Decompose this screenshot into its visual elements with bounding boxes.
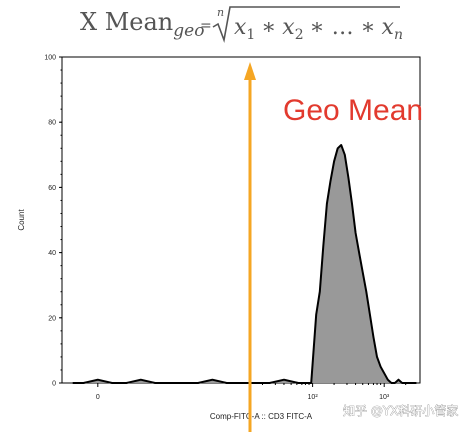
radical-sign [212,6,400,43]
term-x2: x [282,15,295,40]
term-x1: x [234,15,247,40]
geo-mean-formula: X Meangeo = n x1 ∗ x2 ∗ … ∗ xn [80,6,403,43]
op-times-ellipsis: ∗ … ∗ [310,15,376,40]
term-x2-sub: 2 [295,27,304,43]
x-axis-title: Comp-FITC-A :: CD3 FITC-A [210,412,313,421]
y-tick-label: 0 [52,381,56,388]
svg-text:X Meangeo: X Meangeo [80,8,204,41]
x-tick-label: 0 [96,394,100,401]
formula-product-terms: x1 ∗ x2 ∗ … ∗ xn [234,15,403,43]
y-tick-label: 100 [44,55,56,62]
geo-mean-label: Geo Mean [283,94,423,127]
formula-lhs: X Mean [80,8,173,36]
geo-mean-marker [244,62,256,432]
histogram-chart: 0 20 40 60 80 100 0 10² 10³ Count Comp-FITC-A :… [17,55,421,421]
histogram-area [72,145,417,383]
formula-equals: = [200,18,212,34]
geo-mean-arrow-head [244,62,256,80]
y-tick-label: 40 [48,250,56,257]
formula-lhs-subscript: geo [173,21,204,41]
x-tick-label: 10³ [379,394,390,401]
term-xn-sub: n [394,27,403,43]
term-x1-sub: 1 [246,27,255,43]
term-xn: x [382,15,395,40]
x-axis-ticks: 0 10² 10³ [96,383,407,401]
y-tick-label: 20 [48,315,56,322]
y-tick-label: 60 [48,185,56,192]
formula-root-index: n [217,6,224,19]
y-tick-label: 80 [48,120,56,127]
x-tick-label: 10² [308,394,319,401]
watermark-text: 知乎 @YX科研小管家 [343,403,458,418]
y-axis-title: Count [17,209,26,231]
op-times-1: ∗ [261,15,276,40]
y-axis-ticks: 0 20 40 60 80 100 [44,55,62,388]
histogram-outline [72,144,417,384]
